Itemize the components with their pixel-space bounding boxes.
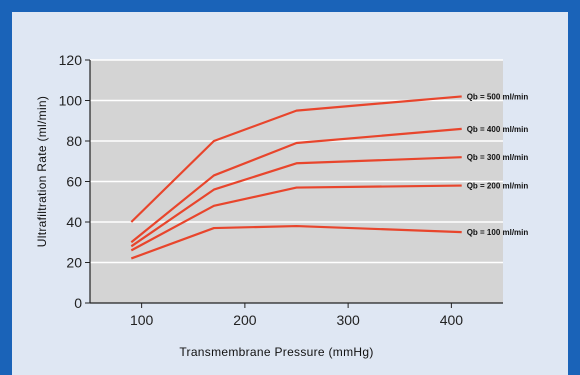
- series-line: [130, 224, 462, 260]
- x-tick-label: 400: [440, 312, 464, 328]
- series-line: [130, 95, 462, 223]
- y-tick-label: 60: [66, 174, 82, 190]
- series-label: Qb = 200 ml/min: [467, 182, 529, 191]
- y-tick-label: 80: [66, 133, 82, 149]
- gridlines: [90, 59, 503, 264]
- series-lines: [130, 95, 462, 260]
- y-tick-label: 40: [66, 214, 82, 230]
- series-label: Qb = 500 ml/min: [467, 92, 529, 101]
- y-tick-label: 20: [66, 255, 82, 271]
- x-tick-label: 300: [336, 312, 360, 328]
- axes: 0 20 40 60 80 100 120 100 200 300 400: [59, 52, 503, 328]
- series-line: [130, 127, 462, 244]
- series-label: Qb = 300 ml/min: [467, 153, 529, 162]
- series-label: Qb = 400 ml/min: [467, 125, 529, 134]
- y-tick-label: 120: [59, 52, 83, 68]
- y-tick-label: 0: [74, 295, 82, 311]
- x-tick-label: 200: [233, 312, 257, 328]
- series-labels: Qb = 500 ml/min Qb = 400 ml/min Qb = 300 m…: [467, 92, 529, 237]
- series-line: [130, 156, 462, 248]
- y-tick-label: 100: [59, 93, 83, 109]
- series-label: Qb = 100 ml/min: [467, 228, 529, 237]
- series-line: [130, 184, 462, 252]
- y-axis-label: Ultrafiltration Rate (ml/min): [35, 96, 49, 247]
- x-tick-label: 100: [130, 312, 154, 328]
- x-axis-label: Transmembrane Pressure (mmHg): [179, 345, 373, 359]
